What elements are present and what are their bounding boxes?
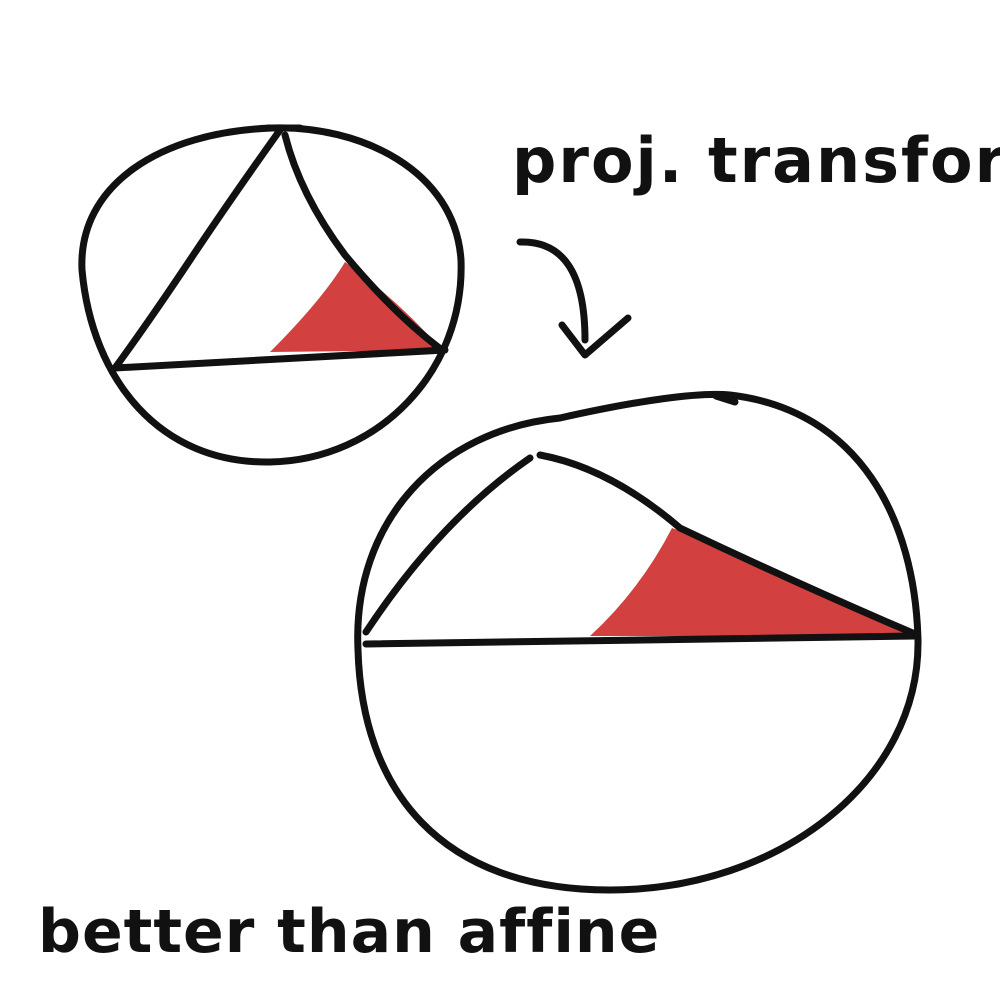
circle-original [78, 124, 465, 466]
transformed-left-side [362, 454, 534, 636]
transformed-base [362, 632, 919, 648]
triangle-left-side [111, 126, 284, 372]
label-better-than-affine: better than affine [38, 897, 660, 967]
triangle-base [111, 346, 449, 372]
shaded-region-original [270, 262, 442, 352]
transform-arrow [516, 238, 632, 359]
label-projective-transform: proj. transform [512, 124, 1000, 197]
shaded-region-transformed [590, 528, 912, 636]
arrow-head [558, 314, 632, 359]
top-mark [712, 392, 739, 406]
triangle-right-side [281, 131, 446, 354]
transformed-diagram [354, 390, 922, 894]
arrow-shaft [516, 238, 589, 344]
circle-transformed [354, 390, 922, 894]
transformed-top-side [536, 451, 919, 638]
original-diagram [78, 124, 465, 466]
